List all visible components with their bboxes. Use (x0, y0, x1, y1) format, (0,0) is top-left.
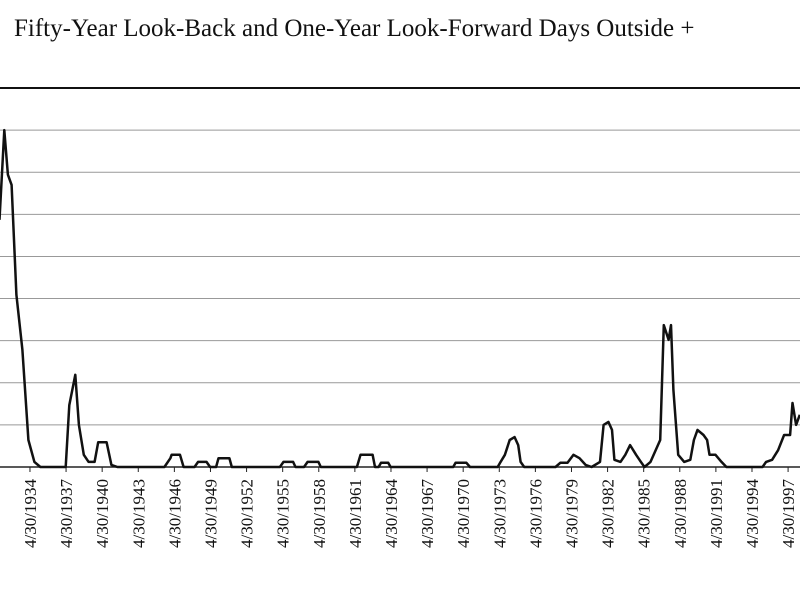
x-tick-label: 4/30/1946 (165, 479, 184, 548)
x-tick-label: 4/30/1991 (707, 479, 726, 548)
x-tick-label: 4/30/1994 (743, 479, 762, 548)
x-tick-label: 4/30/1988 (671, 479, 690, 548)
x-tick-label: 4/30/1934 (21, 479, 40, 548)
x-tick-label: 4/30/1970 (454, 479, 473, 548)
x-tick-label: 4/30/1955 (274, 479, 293, 548)
x-tick-label: 4/30/1952 (238, 479, 257, 548)
x-tick-label: 4/30/1949 (201, 479, 220, 548)
x-tick-label: 4/30/1958 (310, 479, 329, 548)
x-tick-label: 4/30/1967 (418, 479, 437, 548)
data-line (0, 128, 800, 469)
x-tick-label: 4/30/1982 (599, 479, 618, 548)
x-tick-label: 4/30/1964 (382, 479, 401, 548)
chart-title: Fifty-Year Look-Back and One-Year Look-F… (14, 15, 694, 42)
x-tick-label: 4/30/1943 (129, 479, 148, 548)
x-tick-label: 4/30/1973 (490, 479, 509, 548)
x-tick-label: 4/30/1997 (779, 479, 798, 548)
x-tick-label: 4/30/1961 (346, 479, 365, 548)
x-tick-label: 4/30/1940 (93, 479, 112, 548)
x-tick-label: 4/30/1985 (635, 479, 654, 548)
x-tick-label: 4/30/1979 (562, 479, 581, 548)
x-tick-label: 4/30/1976 (526, 479, 545, 548)
x-tick-label: 4/30/1937 (57, 479, 76, 548)
